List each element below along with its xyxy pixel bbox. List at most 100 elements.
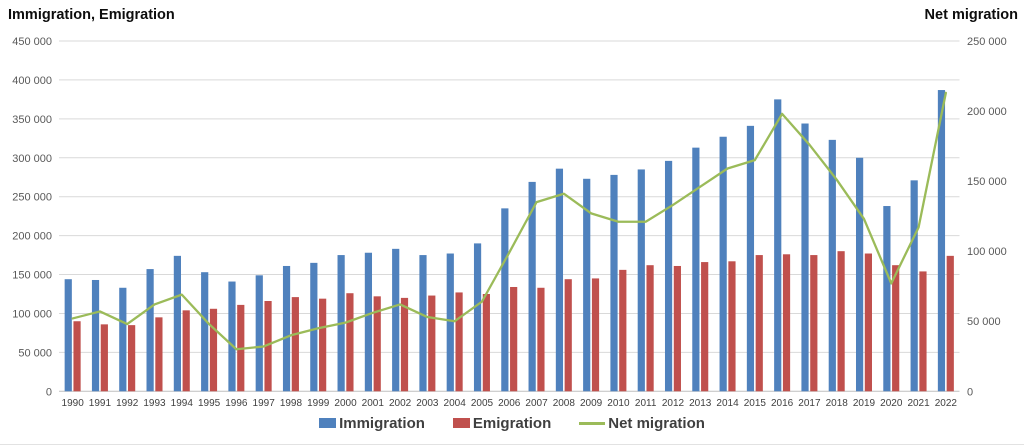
emigration-bar-1995 xyxy=(209,308,218,392)
svg-text:1995: 1995 xyxy=(198,398,221,409)
immigration-bar-2009 xyxy=(583,178,591,392)
emigration-bar-2000 xyxy=(346,293,354,392)
svg-text:1993: 1993 xyxy=(143,398,166,409)
svg-text:1994: 1994 xyxy=(171,398,194,409)
emigration-bar-1994 xyxy=(182,310,190,392)
immigration-bar-1992 xyxy=(119,287,127,392)
right-axis-title: Net migration xyxy=(924,7,1018,23)
svg-text:2022: 2022 xyxy=(935,398,958,409)
immigration-bar-2013 xyxy=(692,147,700,392)
emigration-bar-1997 xyxy=(264,301,272,392)
immigration-bar-2020 xyxy=(883,206,891,392)
emigration-bar-1991 xyxy=(100,324,108,392)
immigration-bar-2002 xyxy=(392,248,400,392)
svg-text:0: 0 xyxy=(967,386,973,398)
svg-text:2019: 2019 xyxy=(853,398,876,409)
svg-text:200 000: 200 000 xyxy=(12,231,52,243)
immigration-bar-2021 xyxy=(910,180,918,392)
emigration-bar-1992 xyxy=(128,325,136,392)
svg-text:1990: 1990 xyxy=(62,398,85,409)
chart-legend: Immigration Emigration Net migration xyxy=(0,411,1024,435)
emigration-bar-1998 xyxy=(291,297,299,392)
immigration-bar-2008 xyxy=(555,168,564,392)
emigration-bar-1999 xyxy=(319,298,327,392)
emigration-bar-2004 xyxy=(455,292,463,392)
svg-text:150 000: 150 000 xyxy=(12,270,52,282)
emigration-bar-2009 xyxy=(591,278,600,392)
immigration-swatch-icon xyxy=(319,418,337,428)
svg-text:2015: 2015 xyxy=(744,398,767,409)
svg-text:350 000: 350 000 xyxy=(12,114,52,126)
immigration-bar-1995 xyxy=(201,272,209,392)
svg-text:2021: 2021 xyxy=(907,398,930,409)
immigration-bar-2006 xyxy=(501,208,509,392)
emigration-bar-1990 xyxy=(73,321,81,392)
svg-text:2001: 2001 xyxy=(362,398,385,409)
svg-text:50 000: 50 000 xyxy=(967,316,1001,328)
svg-text:50 000: 50 000 xyxy=(18,347,52,359)
svg-text:2016: 2016 xyxy=(771,398,794,409)
emigration-swatch-icon xyxy=(452,418,470,428)
legend-label-emigration: Emigration xyxy=(472,414,552,432)
svg-text:250 000: 250 000 xyxy=(12,192,52,204)
svg-text:0: 0 xyxy=(46,386,52,398)
left-axis-title: Immigration, Emigration xyxy=(8,7,175,23)
immigration-bar-2012 xyxy=(664,160,673,392)
immigration-bar-2005 xyxy=(473,243,482,392)
svg-text:2004: 2004 xyxy=(444,398,467,409)
immigration-bar-2019 xyxy=(855,157,864,392)
svg-text:300 000: 300 000 xyxy=(12,153,52,165)
svg-text:1992: 1992 xyxy=(116,398,139,409)
svg-text:250 000: 250 000 xyxy=(967,36,1007,48)
legend-item-emigration: Emigration xyxy=(452,414,552,432)
immigration-bar-1993 xyxy=(146,269,154,392)
emigration-bar-2019 xyxy=(864,253,872,392)
legend-item-net-migration: Net migration xyxy=(579,415,705,432)
immigration-bar-2003 xyxy=(419,255,427,392)
svg-text:2017: 2017 xyxy=(798,398,821,409)
svg-text:2007: 2007 xyxy=(525,398,548,409)
svg-text:2014: 2014 xyxy=(716,398,739,409)
svg-text:200 000: 200 000 xyxy=(967,106,1007,118)
svg-text:2010: 2010 xyxy=(607,398,630,409)
emigration-bar-2002 xyxy=(400,297,409,392)
emigration-bar-2003 xyxy=(428,295,436,392)
legend-label-net-migration: Net migration xyxy=(608,414,705,432)
svg-text:2020: 2020 xyxy=(880,398,903,409)
svg-text:100 000: 100 000 xyxy=(12,308,52,320)
svg-text:2003: 2003 xyxy=(416,398,439,409)
svg-text:2000: 2000 xyxy=(334,398,357,409)
immigration-bar-2015 xyxy=(746,125,755,392)
svg-text:2008: 2008 xyxy=(553,398,576,409)
net-migration-swatch-icon xyxy=(579,421,606,425)
immigration-bar-2004 xyxy=(446,253,454,392)
emigration-bar-2012 xyxy=(673,265,681,392)
immigration-bar-1997 xyxy=(255,275,263,392)
svg-text:100 000: 100 000 xyxy=(967,246,1007,258)
immigration-bar-2018 xyxy=(828,139,836,392)
svg-text:2009: 2009 xyxy=(580,398,603,409)
immigration-bar-2022 xyxy=(937,90,946,392)
immigration-bar-2011 xyxy=(637,169,645,392)
immigration-bar-1998 xyxy=(282,265,291,392)
immigration-bar-2010 xyxy=(610,174,618,392)
svg-text:2018: 2018 xyxy=(826,398,849,409)
immigration-bar-1991 xyxy=(91,279,100,392)
immigration-bar-2016 xyxy=(774,99,782,392)
emigration-bar-1993 xyxy=(155,317,163,392)
legend-item-immigration: Immigration xyxy=(319,415,425,432)
svg-text:1998: 1998 xyxy=(280,398,303,409)
immigration-bar-2017 xyxy=(801,123,809,392)
emigration-bar-2015 xyxy=(755,255,763,392)
svg-text:2005: 2005 xyxy=(471,398,494,409)
immigration-bar-1999 xyxy=(310,262,318,392)
emigration-bar-2010 xyxy=(619,269,627,392)
immigration-bar-1990 xyxy=(64,279,72,392)
emigration-bar-2020 xyxy=(892,265,900,392)
immigration-bar-2001 xyxy=(364,252,373,392)
emigration-bar-2022 xyxy=(946,255,954,392)
svg-text:1996: 1996 xyxy=(225,398,248,409)
svg-text:1997: 1997 xyxy=(253,398,276,409)
